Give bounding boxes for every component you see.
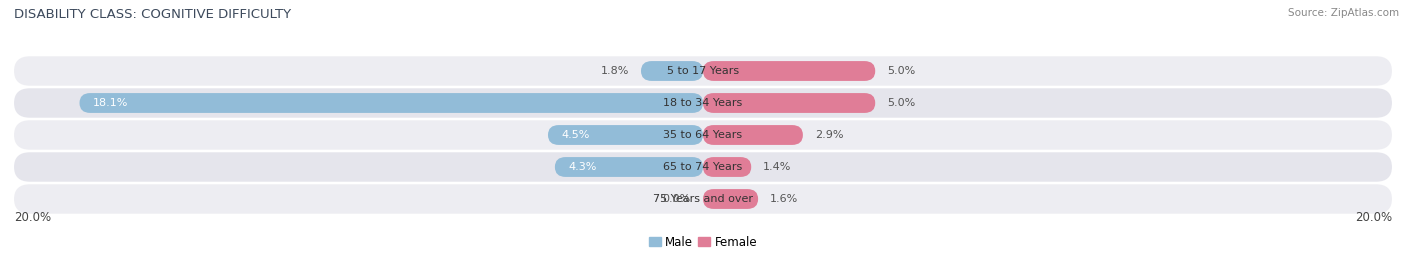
Text: 5 to 17 Years: 5 to 17 Years [666, 66, 740, 76]
FancyBboxPatch shape [703, 189, 758, 209]
Text: 5.0%: 5.0% [887, 66, 915, 76]
Text: 18.1%: 18.1% [93, 98, 129, 108]
Legend: Male, Female: Male, Female [644, 231, 762, 254]
FancyBboxPatch shape [703, 125, 803, 145]
FancyBboxPatch shape [80, 93, 703, 113]
Text: 65 to 74 Years: 65 to 74 Years [664, 162, 742, 172]
FancyBboxPatch shape [14, 88, 1392, 118]
Text: 18 to 34 Years: 18 to 34 Years [664, 98, 742, 108]
Text: 2.9%: 2.9% [815, 130, 844, 140]
Text: 20.0%: 20.0% [14, 211, 51, 224]
FancyBboxPatch shape [703, 61, 875, 81]
Text: 75 Years and over: 75 Years and over [652, 194, 754, 204]
Text: 4.3%: 4.3% [568, 162, 598, 172]
FancyBboxPatch shape [14, 120, 1392, 150]
Text: 5.0%: 5.0% [887, 98, 915, 108]
Text: 4.5%: 4.5% [562, 130, 591, 140]
Text: Source: ZipAtlas.com: Source: ZipAtlas.com [1288, 8, 1399, 18]
FancyBboxPatch shape [548, 125, 703, 145]
FancyBboxPatch shape [703, 157, 751, 177]
FancyBboxPatch shape [14, 184, 1392, 214]
Text: 1.4%: 1.4% [763, 162, 792, 172]
Text: 1.6%: 1.6% [770, 194, 799, 204]
Text: 1.8%: 1.8% [600, 66, 628, 76]
FancyBboxPatch shape [14, 152, 1392, 182]
FancyBboxPatch shape [641, 61, 703, 81]
Text: DISABILITY CLASS: COGNITIVE DIFFICULTY: DISABILITY CLASS: COGNITIVE DIFFICULTY [14, 8, 291, 21]
Text: 35 to 64 Years: 35 to 64 Years [664, 130, 742, 140]
Text: 20.0%: 20.0% [1355, 211, 1392, 224]
FancyBboxPatch shape [555, 157, 703, 177]
FancyBboxPatch shape [703, 93, 875, 113]
Text: 0.0%: 0.0% [662, 194, 690, 204]
FancyBboxPatch shape [14, 56, 1392, 86]
